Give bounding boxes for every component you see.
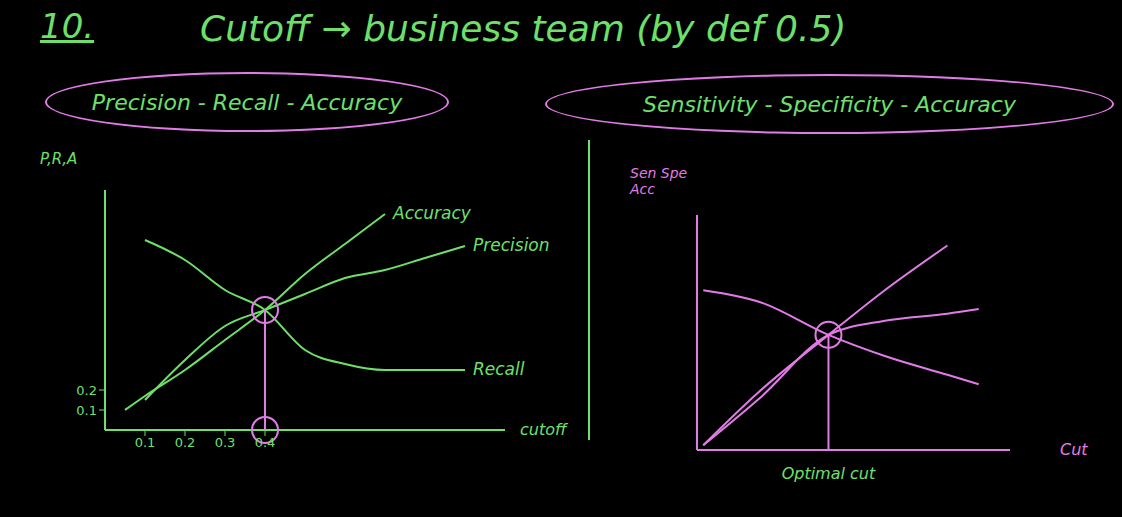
html-text:10.: 10. [40, 6, 95, 46]
svg-text:Precision: Precision [473, 235, 550, 255]
svg-text:0.2: 0.2 [76, 383, 97, 398]
svg-text:0.1: 0.1 [76, 403, 97, 418]
html-text:Cutoff → business team (by def: Cutoff → business team (by def 0.5) [200, 8, 847, 49]
svg-text:Accuracy: Accuracy [392, 203, 472, 223]
svg-text:0.3: 0.3 [215, 435, 236, 450]
html-text:Sen Spe Acc: Sen Spe Acc [630, 165, 688, 197]
svg-text:0.1: 0.1 [135, 435, 156, 450]
svg-text:0.2: 0.2 [175, 435, 196, 450]
html-text:Cut: Cut [1060, 440, 1088, 459]
svg-text:0.4: 0.4 [255, 435, 276, 450]
html-text:Precision - Recall - Accuracy: Precision - Recall - Accuracy [91, 89, 403, 115]
html-text:Sensitivity - Specificity - Ac: Sensitivity - Specificity - Accuracy [643, 91, 1016, 117]
html-text:cutoff: cutoff [520, 420, 567, 439]
html-text:P,R,A: P,R,A [40, 150, 78, 168]
svg-text:Optimal cut: Optimal cut [782, 464, 876, 483]
svg-text:Recall: Recall [473, 359, 525, 379]
